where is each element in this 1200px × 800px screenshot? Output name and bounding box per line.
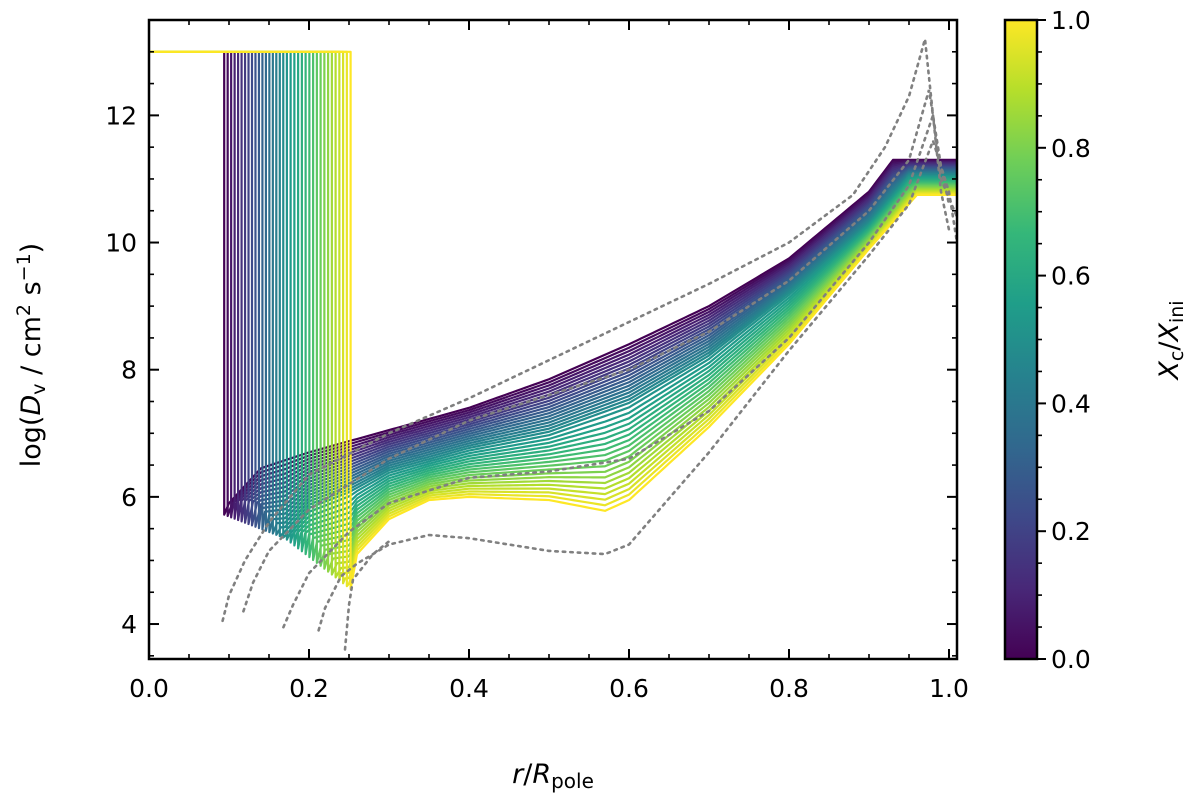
- series-line: [149, 50, 957, 528]
- colorbar-tick-label: 0.0: [1051, 645, 1091, 674]
- y-axis: 4 6 8 10 12: [105, 19, 957, 657]
- dotted-series-line: [343, 540, 391, 651]
- series-line: [149, 50, 957, 573]
- series-line: [149, 50, 957, 556]
- colorbar-tick-label: 0.6: [1051, 262, 1091, 291]
- series-line: [149, 50, 957, 530]
- y-axis-label: log(Dv / cm2 s−1): [13, 243, 50, 467]
- dotted-series-line: [221, 38, 951, 623]
- dotted-series-group: [221, 38, 959, 651]
- x-tick-label: 0.6: [609, 674, 649, 703]
- series-line: [149, 50, 957, 591]
- x-tick-label: 0.4: [449, 674, 489, 703]
- colorbar-tick-label: 0.2: [1051, 517, 1091, 546]
- solid-series-group: [149, 50, 957, 591]
- series-line: [149, 50, 957, 541]
- x-tick-label: 0.2: [289, 674, 329, 703]
- y-tick-label: 4: [121, 610, 137, 639]
- x-axis: 0.0 0.2 0.4 0.6 0.8 1.0: [129, 20, 969, 703]
- y-tick-label: 12: [105, 101, 137, 130]
- series-line: [149, 50, 957, 531]
- series-line: [149, 50, 957, 553]
- series-line: [149, 50, 957, 524]
- series-line: [149, 50, 957, 544]
- series-line: [149, 50, 957, 576]
- y-tick-label: 6: [121, 483, 137, 512]
- colorbar: [1003, 18, 1039, 661]
- series-line: [149, 50, 957, 567]
- series-line: [149, 50, 957, 539]
- series-line: [149, 50, 957, 523]
- x-axis-label: r/Rpole: [512, 759, 594, 793]
- series-line: [149, 50, 957, 538]
- colorbar-tick-label: 1.0: [1051, 6, 1091, 35]
- colorbar-tick-label: 0.4: [1051, 389, 1091, 418]
- colorbar-label: Xc/Xini: [1154, 300, 1188, 381]
- series-line: [149, 50, 957, 532]
- series-line: [149, 50, 957, 535]
- series-line: [149, 50, 957, 547]
- series-line: [149, 50, 957, 588]
- dotted-series-line: [317, 136, 959, 632]
- series-line: [149, 50, 957, 527]
- colorbar-ticks: 0.0 0.2 0.4 0.6 0.8 1.0: [1037, 6, 1091, 674]
- series-line: [149, 50, 957, 570]
- series-line: [149, 50, 957, 562]
- series-line: [149, 50, 957, 559]
- plot-frame: [147, 18, 959, 661]
- dotted-series-line: [282, 114, 959, 629]
- series-line: [149, 50, 957, 536]
- dotted-series-line: [242, 89, 951, 613]
- series-line: [149, 50, 957, 582]
- series-line: [149, 50, 957, 564]
- series-line: [149, 50, 957, 534]
- x-tick-label: 1.0: [929, 674, 969, 703]
- series-line: [149, 50, 957, 585]
- colorbar-tick-label: 0.8: [1051, 134, 1091, 163]
- x-tick-label: 0.0: [129, 674, 169, 703]
- y-tick-label: 10: [105, 229, 137, 258]
- y-tick-label: 8: [121, 356, 137, 385]
- x-tick-label: 0.8: [769, 674, 809, 703]
- series-line: [149, 50, 957, 550]
